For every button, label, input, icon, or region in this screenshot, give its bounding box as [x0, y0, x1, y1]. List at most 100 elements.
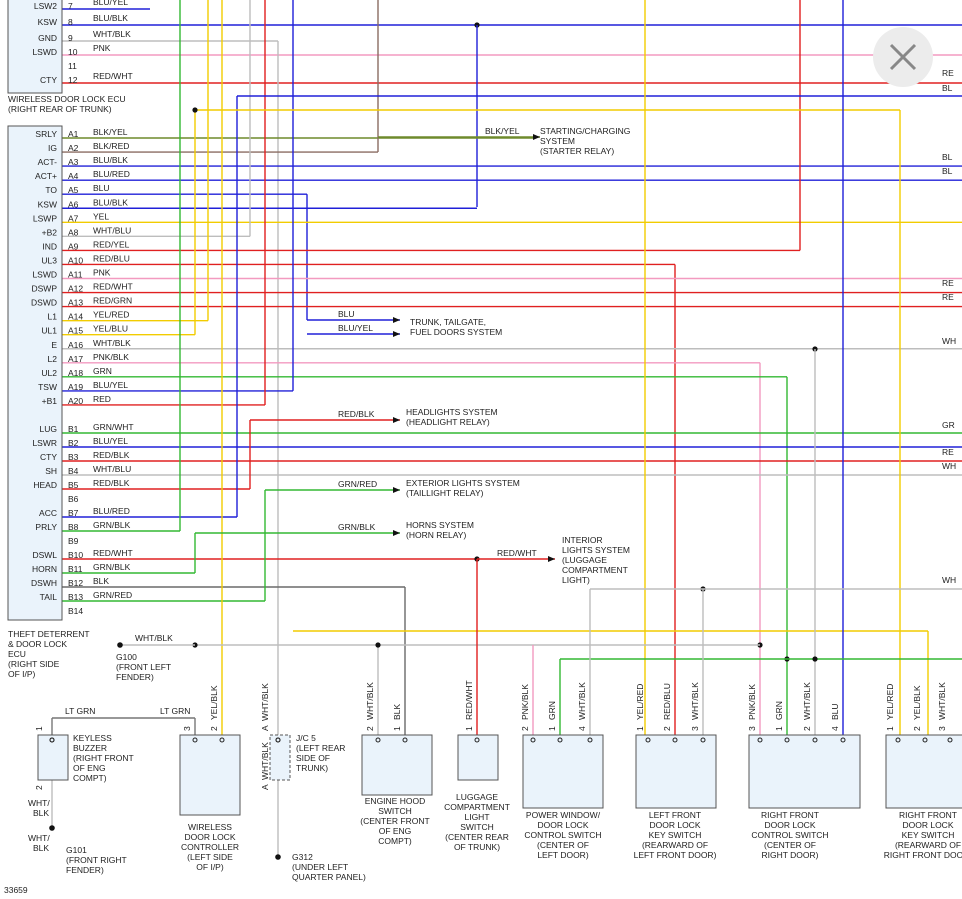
pin-number: A: [260, 784, 270, 790]
destination-label: STARTING/CHARGING: [540, 126, 630, 136]
component-label: OF ENG: [379, 826, 412, 836]
wire-code: WHT/BLK: [937, 682, 947, 720]
pin: [672, 737, 678, 743]
wire-code: BLU/BLK: [93, 197, 128, 207]
edge-label: WH: [942, 336, 956, 346]
pin-name: UL3: [41, 255, 57, 265]
wire-code: LT GRN: [160, 706, 190, 716]
component-box: [885, 734, 962, 809]
component-label: BUZZER: [73, 743, 107, 753]
pin-number: 10: [68, 47, 78, 57]
close-button[interactable]: [873, 27, 933, 87]
destination-label: TRUNK, TAILGATE,: [410, 317, 486, 327]
destination-label: SYSTEM: [540, 136, 575, 146]
wire-code: BLK/RED: [93, 141, 129, 151]
close-x[interactable]: [889, 43, 917, 71]
pin-number: A3: [68, 157, 79, 167]
wire-code: BLU: [93, 183, 110, 193]
pin: [947, 737, 953, 743]
pin-number: 2: [34, 785, 44, 790]
destination-label: HORNS SYSTEM: [406, 520, 474, 530]
component-label: J/C 5: [296, 733, 316, 743]
wire-code: WHT/BLK: [260, 742, 270, 780]
pin: [375, 737, 381, 743]
ecu-label: ECU: [8, 649, 26, 659]
wire-code: WHT/BLK: [577, 682, 587, 720]
component-label: OF I/P): [196, 862, 224, 872]
pin-number: A5: [68, 185, 79, 195]
wire-code: BLU: [830, 703, 840, 720]
pin-number: B3: [68, 452, 79, 462]
pin-number: B11: [68, 564, 83, 574]
pin-number: B6: [68, 494, 79, 504]
wire-code: PNK/BLK: [747, 684, 757, 720]
wires: [37, 0, 962, 860]
destination-label: EXTERIOR LIGHTS SYSTEM: [406, 478, 520, 488]
wire-code: RED/WHT: [464, 680, 474, 720]
component-label: DOOR LOCK: [184, 832, 235, 842]
pin-number: A6: [68, 199, 79, 209]
pin-name: GND: [38, 33, 57, 43]
component-box: [37, 734, 69, 781]
edge-label: GR: [942, 420, 955, 430]
pin-number: 2: [662, 726, 672, 731]
pin: [812, 737, 818, 743]
component-label: RIGHT FRONT: [899, 810, 957, 820]
wire-code: BLU: [338, 309, 355, 319]
ground-label: (UNDER LEFT: [292, 862, 348, 872]
pin-number: A7: [68, 213, 79, 223]
pin-number: 2: [209, 726, 219, 731]
pin-number: 9: [68, 33, 73, 43]
pin-number: 1: [635, 726, 645, 731]
ecu-label: OF I/P): [8, 669, 36, 679]
component-box: [522, 734, 604, 809]
pin: [840, 737, 846, 743]
pin-name: LSWD: [32, 47, 57, 57]
pin-number: 2: [912, 726, 922, 731]
component-label: DOOR LOCK: [649, 820, 700, 830]
pin: [784, 737, 790, 743]
pin-number: A8: [68, 227, 79, 237]
component-label: OF TRUNK): [454, 842, 500, 852]
wire-code: WHT/BLK: [93, 338, 131, 348]
wire-code: GRN: [93, 366, 112, 376]
pin: [474, 737, 480, 743]
edge-label: RE: [942, 68, 954, 78]
pin-name: TSW: [38, 382, 57, 392]
wire-code: WHT/BLK: [93, 29, 131, 39]
component-box: [457, 734, 499, 781]
pin-name: PRLY: [35, 522, 57, 532]
component-label: (REARWARD OF: [642, 840, 708, 850]
component-label: COMPARTMENT: [444, 802, 510, 812]
pin-number: 1: [547, 726, 557, 731]
pin-name: LSWP: [33, 213, 57, 223]
wire-code: RED/BLK: [93, 450, 130, 460]
component-box: [361, 734, 433, 796]
component-label: DOOR LOCK: [764, 820, 815, 830]
component-label: LIGHT: [464, 812, 489, 822]
wire-code: RED/BLK: [338, 409, 375, 419]
ground-label: G100: [116, 652, 137, 662]
edge-label: RE: [942, 278, 954, 288]
ground-label: G101: [66, 845, 87, 855]
arrow: [393, 487, 400, 493]
wire-code: BLU/BLK: [93, 155, 128, 165]
arrow: [393, 317, 400, 323]
destination-label: LIGHTS SYSTEM: [562, 545, 630, 555]
ground-label: G312: [292, 852, 313, 862]
upper-ecu-box: [7, 0, 63, 94]
wire-code: WHT/BLU: [93, 464, 131, 474]
pin-name: CTY: [40, 452, 57, 462]
pin-name: ACC: [39, 508, 57, 518]
pin: [895, 737, 901, 743]
wire-code: WHT/: [28, 798, 50, 808]
component-box: [179, 734, 241, 816]
pin-name: KSW: [38, 17, 57, 27]
pin-name: ACT+: [35, 171, 57, 181]
destination-label: (LUGGAGE: [562, 555, 607, 565]
pin-number: 2: [802, 726, 812, 731]
destination-label: (HORN RELAY): [406, 530, 466, 540]
component-label: SWITCH: [378, 806, 412, 816]
pin-name: HEAD: [33, 480, 57, 490]
